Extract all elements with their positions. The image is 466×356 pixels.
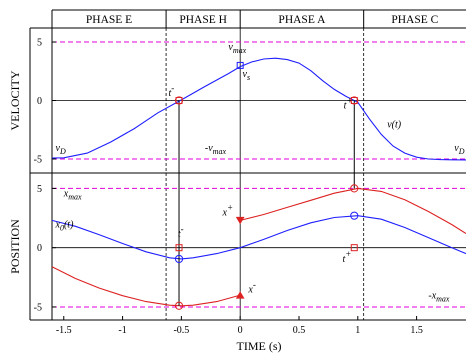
position-annotation: xmax xyxy=(63,189,82,202)
position-square-marker xyxy=(350,244,358,252)
velocity-series-line xyxy=(51,57,466,161)
velocity-annotation: vD xyxy=(454,143,464,156)
position-annotation: x0(t) xyxy=(55,220,75,233)
velocity-annotation: t+ xyxy=(344,96,353,112)
position-circle-marker xyxy=(350,211,359,220)
position-ytick-label: 5 xyxy=(37,184,42,195)
velocity-circle-marker xyxy=(174,96,184,105)
position-series-line xyxy=(240,187,466,234)
position-annotation: x- xyxy=(247,280,255,296)
position-circle-marker xyxy=(174,301,184,310)
x-axis-title: TIME (s) xyxy=(237,339,282,353)
position-ytick-label: -5 xyxy=(34,302,42,313)
xtick-label: -1 xyxy=(118,325,126,336)
position-annotation: t- xyxy=(178,224,184,240)
position-series-line xyxy=(51,215,466,260)
velocity-ytick-label: 0 xyxy=(37,96,42,107)
position-annotation: x+ xyxy=(222,203,234,219)
position-triangle-marker xyxy=(235,291,245,299)
xtick-label: 0 xyxy=(238,325,243,336)
phase-label: PHASE A xyxy=(278,14,326,26)
velocity-square-marker xyxy=(350,97,358,104)
velocity-ytick-label: -5 xyxy=(34,154,42,165)
velocity-ylabel: VELOCITY xyxy=(8,70,22,130)
velocity-annotation: vD xyxy=(56,143,66,156)
position-annotation: -xmax xyxy=(428,291,450,304)
velocity-ytick-label: 5 xyxy=(37,38,42,49)
phase-label: PHASE C xyxy=(391,14,438,26)
position-triangle-marker xyxy=(235,216,245,225)
position-annotation: t+ xyxy=(343,249,352,265)
phase-label: PHASE E xyxy=(86,14,132,26)
phase-label: PHASE H xyxy=(179,14,227,26)
velocity-annotation: -vmax xyxy=(205,143,227,156)
position-ytick-label: 0 xyxy=(37,243,42,254)
position-square-marker xyxy=(175,244,183,252)
position-ylabel: POSITION xyxy=(8,219,22,274)
velocity-square-marker xyxy=(236,61,244,69)
velocity-square-marker xyxy=(175,97,183,104)
velocity-circle-marker xyxy=(350,96,359,105)
velocity-annotation: v(t) xyxy=(387,119,402,130)
velocity-annotation: vmax xyxy=(228,42,246,55)
velocity-annotation: vs xyxy=(243,69,251,82)
xtick-label: -0.5 xyxy=(173,325,189,336)
xtick-label: 0.5 xyxy=(293,325,306,336)
position-series-line xyxy=(51,266,241,307)
xtick-label: 1.5 xyxy=(410,325,423,336)
position-circle-marker xyxy=(350,184,359,193)
xtick-label: -1.5 xyxy=(56,325,72,336)
position-circle-marker xyxy=(174,254,184,264)
xtick-label: 1 xyxy=(355,325,360,336)
velocity-annotation: t- xyxy=(168,83,174,99)
